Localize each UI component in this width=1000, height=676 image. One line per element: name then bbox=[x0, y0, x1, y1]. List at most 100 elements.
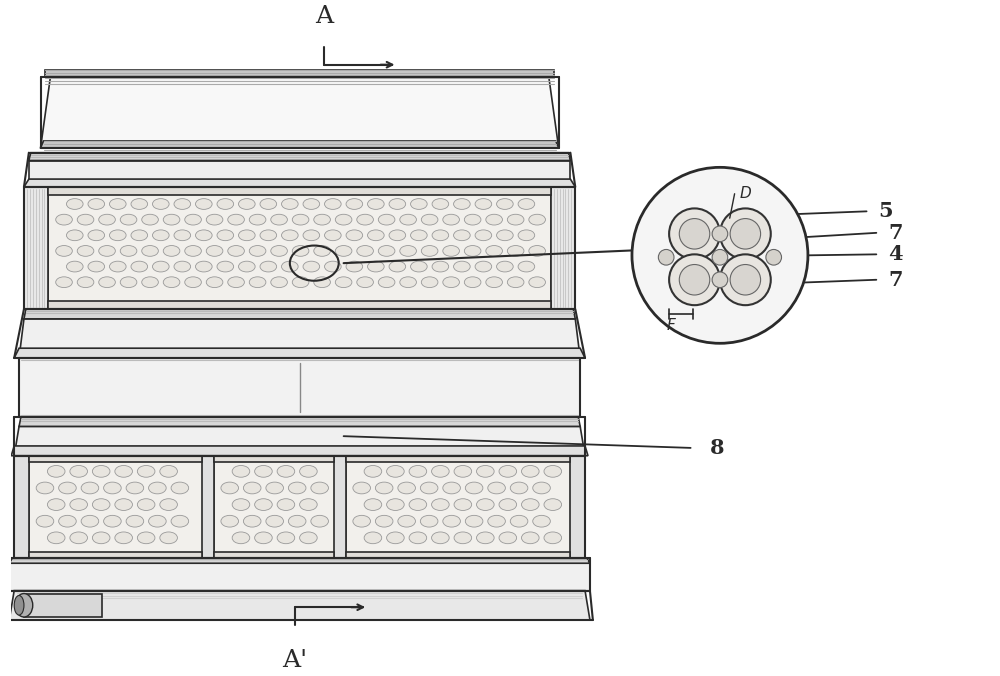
Ellipse shape bbox=[126, 515, 144, 527]
Ellipse shape bbox=[325, 230, 341, 241]
Ellipse shape bbox=[499, 532, 517, 544]
Ellipse shape bbox=[510, 515, 528, 527]
Ellipse shape bbox=[314, 277, 330, 287]
Ellipse shape bbox=[420, 515, 438, 527]
Ellipse shape bbox=[533, 515, 550, 527]
Ellipse shape bbox=[131, 230, 148, 241]
Ellipse shape bbox=[282, 261, 298, 272]
Ellipse shape bbox=[368, 230, 384, 241]
Polygon shape bbox=[24, 309, 575, 319]
Circle shape bbox=[720, 254, 771, 305]
Ellipse shape bbox=[131, 261, 148, 272]
Ellipse shape bbox=[477, 532, 494, 544]
Ellipse shape bbox=[174, 261, 191, 272]
Ellipse shape bbox=[115, 466, 132, 477]
Ellipse shape bbox=[346, 230, 363, 241]
Ellipse shape bbox=[443, 245, 459, 256]
Ellipse shape bbox=[544, 499, 562, 510]
Ellipse shape bbox=[217, 199, 234, 210]
Ellipse shape bbox=[59, 515, 76, 527]
Ellipse shape bbox=[497, 261, 513, 272]
Ellipse shape bbox=[421, 214, 438, 225]
Ellipse shape bbox=[217, 261, 234, 272]
Ellipse shape bbox=[432, 230, 449, 241]
Polygon shape bbox=[29, 456, 202, 558]
Ellipse shape bbox=[378, 214, 395, 225]
Ellipse shape bbox=[221, 482, 239, 494]
Ellipse shape bbox=[488, 482, 505, 494]
Ellipse shape bbox=[507, 214, 524, 225]
Ellipse shape bbox=[311, 482, 328, 494]
Polygon shape bbox=[214, 456, 334, 558]
Ellipse shape bbox=[411, 230, 427, 241]
Ellipse shape bbox=[142, 214, 158, 225]
Ellipse shape bbox=[239, 230, 255, 241]
Ellipse shape bbox=[303, 261, 320, 272]
Ellipse shape bbox=[510, 482, 528, 494]
Ellipse shape bbox=[314, 245, 330, 256]
Ellipse shape bbox=[544, 466, 562, 477]
Ellipse shape bbox=[255, 466, 272, 477]
Ellipse shape bbox=[507, 245, 524, 256]
Ellipse shape bbox=[66, 230, 83, 241]
Polygon shape bbox=[24, 179, 575, 187]
Ellipse shape bbox=[260, 230, 277, 241]
Ellipse shape bbox=[443, 214, 459, 225]
Ellipse shape bbox=[303, 230, 320, 241]
Ellipse shape bbox=[464, 214, 481, 225]
Ellipse shape bbox=[518, 199, 535, 210]
Ellipse shape bbox=[432, 466, 449, 477]
Text: F: F bbox=[667, 318, 675, 333]
Circle shape bbox=[712, 272, 728, 287]
Text: A': A' bbox=[282, 649, 307, 672]
Ellipse shape bbox=[409, 466, 427, 477]
Ellipse shape bbox=[300, 499, 317, 510]
Ellipse shape bbox=[325, 261, 341, 272]
Ellipse shape bbox=[411, 199, 427, 210]
Polygon shape bbox=[45, 70, 554, 78]
Ellipse shape bbox=[357, 277, 373, 287]
Ellipse shape bbox=[518, 230, 535, 241]
Ellipse shape bbox=[70, 532, 87, 544]
Circle shape bbox=[669, 254, 720, 305]
Ellipse shape bbox=[47, 499, 65, 510]
Ellipse shape bbox=[174, 199, 191, 210]
Ellipse shape bbox=[206, 245, 223, 256]
Ellipse shape bbox=[163, 277, 180, 287]
Ellipse shape bbox=[196, 261, 212, 272]
Ellipse shape bbox=[92, 499, 110, 510]
Ellipse shape bbox=[120, 277, 137, 287]
Ellipse shape bbox=[77, 214, 94, 225]
Ellipse shape bbox=[260, 261, 277, 272]
Polygon shape bbox=[346, 456, 570, 462]
Ellipse shape bbox=[529, 214, 545, 225]
Ellipse shape bbox=[486, 214, 502, 225]
Ellipse shape bbox=[400, 245, 416, 256]
Ellipse shape bbox=[221, 515, 239, 527]
Polygon shape bbox=[29, 552, 202, 558]
Ellipse shape bbox=[14, 596, 24, 615]
Ellipse shape bbox=[421, 245, 438, 256]
Ellipse shape bbox=[99, 277, 115, 287]
Text: 4: 4 bbox=[888, 244, 903, 264]
Ellipse shape bbox=[255, 499, 272, 510]
Ellipse shape bbox=[400, 214, 416, 225]
Circle shape bbox=[632, 168, 808, 343]
Ellipse shape bbox=[477, 466, 494, 477]
Ellipse shape bbox=[464, 277, 481, 287]
Ellipse shape bbox=[243, 515, 261, 527]
Ellipse shape bbox=[36, 515, 54, 527]
Ellipse shape bbox=[109, 199, 126, 210]
Polygon shape bbox=[41, 141, 559, 148]
Ellipse shape bbox=[465, 482, 483, 494]
Ellipse shape bbox=[88, 199, 105, 210]
Ellipse shape bbox=[249, 214, 266, 225]
Ellipse shape bbox=[149, 515, 166, 527]
Ellipse shape bbox=[56, 245, 72, 256]
Ellipse shape bbox=[88, 230, 105, 241]
Ellipse shape bbox=[400, 277, 416, 287]
Ellipse shape bbox=[249, 245, 266, 256]
Ellipse shape bbox=[126, 482, 144, 494]
Ellipse shape bbox=[160, 499, 177, 510]
Polygon shape bbox=[551, 187, 575, 309]
